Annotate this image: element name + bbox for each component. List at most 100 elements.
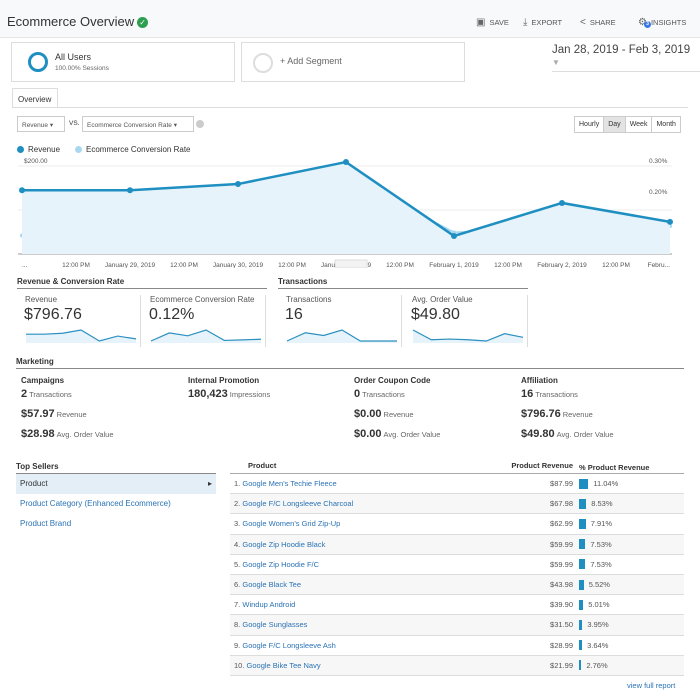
- row-rank: 4.: [234, 539, 241, 549]
- insights-button[interactable]: ⚙ 3 INSIGHTS: [638, 17, 686, 28]
- stat-value: $57.97: [21, 408, 55, 420]
- legend-revenue: Revenue: [17, 145, 60, 154]
- revenue-point[interactable]: [19, 187, 25, 194]
- top-seller-product-category[interactable]: Product Category (Enhanced Ecommerce): [20, 499, 171, 508]
- marketing-internal-promotion: Internal Promotion 180,423 Impressions: [188, 376, 270, 405]
- product-revenue: $67.98: [550, 499, 573, 509]
- share-icon: <: [580, 17, 586, 28]
- add-segment-button[interactable]: + Add Segment: [241, 42, 465, 82]
- row-rank: 8.: [234, 620, 241, 630]
- product-link[interactable]: Google Bike Tee Navy: [246, 660, 321, 670]
- sparkline-area: [287, 330, 397, 343]
- table-row: 8. Google Sunglasses $31.50 3.95%: [230, 615, 684, 636]
- segment-name: All Users: [55, 52, 92, 62]
- product-revenue: $87.99: [550, 479, 573, 489]
- product-link[interactable]: Google F/C Longsleeve Charcoal: [242, 499, 354, 509]
- metric-card[interactable]: Revenue $796.76: [17, 295, 141, 347]
- hourly-button[interactable]: Hourly: [575, 117, 604, 132]
- stat-value: $28.98: [21, 428, 55, 440]
- revenue-point[interactable]: [127, 187, 133, 194]
- percent-bar: [579, 619, 583, 630]
- percent-revenue: 3.95%: [587, 620, 609, 630]
- metric-label: Ecommerce Conversion Rate: [150, 295, 255, 304]
- top-seller-product-brand[interactable]: Product Brand: [20, 519, 72, 528]
- sparkline-line: [26, 329, 137, 342]
- tab-overview[interactable]: Overview: [12, 88, 58, 108]
- percent-revenue: 7.53%: [590, 559, 612, 569]
- product-link[interactable]: Google Black Tee: [242, 580, 302, 590]
- product-link[interactable]: Google Zip Hoodie F/C: [242, 559, 320, 569]
- row-rank: 6.: [234, 580, 241, 590]
- segment-all-users[interactable]: All Users 100.00% Sessions: [11, 42, 235, 82]
- percent-bar: [579, 478, 589, 489]
- view-full-report-link[interactable]: view full report: [627, 681, 676, 690]
- stat-label: Impressions: [229, 390, 271, 399]
- product-link[interactable]: Windup Android: [242, 600, 296, 610]
- segment-sub: 100.00% Sessions: [55, 65, 109, 72]
- metric-card[interactable]: Ecommerce Conversion Rate 0.12%: [142, 295, 266, 347]
- revenue-point[interactable]: [667, 218, 673, 225]
- remove-metric-icon[interactable]: [196, 120, 204, 128]
- product-revenue: $31.50: [550, 620, 573, 630]
- top-products-table: Product Product Revenue % Product Revenu…: [230, 460, 684, 676]
- page-title-text: Ecommerce Overview: [7, 14, 135, 29]
- percent-revenue: 8.53%: [591, 499, 613, 509]
- percent-bar: [579, 599, 584, 610]
- revenue-point[interactable]: [451, 232, 457, 239]
- percent-bar: [579, 539, 586, 550]
- percent-bar: [579, 640, 583, 651]
- metric-label: Transactions: [286, 295, 332, 304]
- percent-bar: [579, 518, 586, 529]
- export-label: EXPORT: [531, 18, 563, 27]
- product-link[interactable]: Google F/C Longsleeve Ash: [242, 640, 336, 650]
- sparkline-area: [151, 330, 261, 343]
- product-link[interactable]: Google Zip Hoodie Black: [242, 539, 326, 549]
- product-link[interactable]: Google Men's Techie Fleece: [242, 479, 337, 489]
- revenue-point[interactable]: [235, 181, 241, 188]
- marketing-title: Order Coupon Code: [354, 376, 431, 385]
- metric-card[interactable]: Avg. Order Value $49.80: [404, 295, 528, 347]
- export-button[interactable]: ⤓ EXPORT: [523, 17, 562, 28]
- x-tick-label: January 29, 2019: [105, 262, 156, 268]
- stat-value: $49.80: [521, 428, 555, 440]
- month-button[interactable]: Month: [651, 117, 680, 132]
- day-button[interactable]: Day: [603, 117, 625, 132]
- metric2-select[interactable]: Ecommerce Conversion Rate ▾: [82, 116, 194, 132]
- metric1-select[interactable]: Revenue ▾: [17, 116, 65, 132]
- metric-card[interactable]: Transactions 16: [278, 295, 402, 347]
- save-button[interactable]: ▣ SAVE: [476, 17, 509, 28]
- chevron-down-icon: ▼: [552, 58, 560, 67]
- stat-value: $0.00: [354, 428, 382, 440]
- top-seller-product[interactable]: Product ▸: [16, 474, 216, 494]
- sparkline-line: [412, 329, 524, 342]
- row-rank: 5.: [234, 559, 241, 569]
- revenue-point[interactable]: [343, 159, 349, 166]
- x-tick-label: Febru...: [648, 262, 671, 268]
- row-rank: 7.: [234, 600, 241, 610]
- x-tick-label: 12:00 PM: [170, 262, 198, 268]
- product-revenue: $39.90: [550, 600, 573, 610]
- share-button[interactable]: < SHARE: [580, 17, 616, 28]
- row-rank: 9.: [234, 640, 241, 650]
- marketing-campaigns: Campaigns 2 Transactions $57.97 Revenue $28.9…: [21, 376, 114, 445]
- metric-label: Revenue: [25, 295, 58, 304]
- percent-revenue: 2.76%: [586, 660, 608, 670]
- product-revenue: $62.99: [550, 519, 573, 529]
- product-link[interactable]: Google Women's Grid Zip-Up: [242, 519, 341, 529]
- row-rank: 10.: [234, 660, 245, 670]
- date-range-picker[interactable]: Jan 28, 2019 - Feb 3, 2019 ▼: [552, 44, 700, 72]
- week-button[interactable]: Week: [624, 117, 652, 132]
- stat-value: $796.76: [521, 408, 561, 420]
- metric-value: $796.76: [24, 306, 82, 323]
- product-revenue: $59.99: [550, 539, 573, 549]
- stat-label: Avg. Order Value: [556, 430, 614, 439]
- revenue-point[interactable]: [559, 199, 565, 206]
- product-link[interactable]: Google Sunglasses: [242, 620, 308, 630]
- stat-label: Revenue: [56, 410, 87, 419]
- percent-revenue: 5.52%: [588, 580, 610, 590]
- top-seller-product-label: Product: [20, 479, 48, 488]
- chart-expand-handle[interactable]: [334, 259, 368, 268]
- marketing-stat: $0.00 Avg. Order Value: [354, 428, 440, 445]
- percent-revenue: 7.91%: [590, 519, 612, 529]
- header-product-revenue: Product Revenue: [511, 461, 573, 470]
